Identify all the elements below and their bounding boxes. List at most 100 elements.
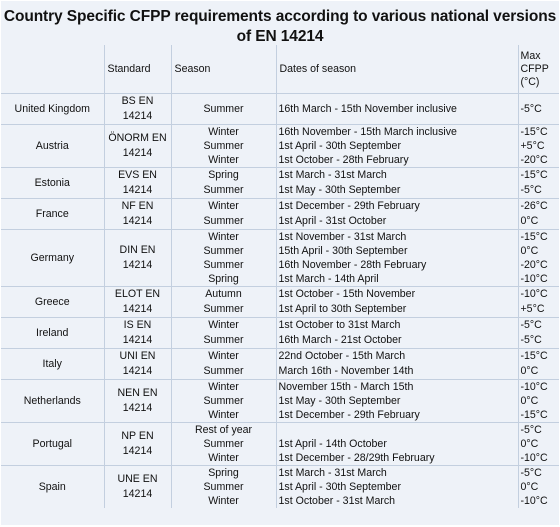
standard-cell: IS EN 14214 <box>104 317 172 349</box>
header-standard: Standard <box>104 45 172 94</box>
country-cell: Estonia <box>1 167 105 199</box>
table-row: Summer 16th March - 21st October -5°C <box>1 333 559 349</box>
season-cell: Rest of year <box>171 422 277 437</box>
max-cfpp-cell: +5°C <box>520 139 545 152</box>
season-cell: Summer <box>171 258 277 272</box>
max-cfpp-cell: -5°C <box>518 93 559 125</box>
dates-cell: November 15th - March 15th <box>276 379 519 394</box>
country-cell: Netherlands <box>1 379 105 423</box>
max-cfpp-cell: -5°C <box>518 317 559 333</box>
header-row: Standard Season Dates of season Max CFPP(… <box>1 45 559 94</box>
standard-cell: ELOT EN 14214 <box>104 286 172 318</box>
dates-cell: 1st March - 31st March <box>276 465 519 480</box>
country-cell: Spain <box>1 465 105 508</box>
dates-cell: 1st April to 30th September <box>276 302 519 318</box>
max-cfpp-cell: -15°C <box>518 124 559 139</box>
season-cell: Winter <box>171 153 277 168</box>
table-row: Estonia EVS EN 14214 Spring 1st March - … <box>1 167 559 199</box>
max-cfpp-cell: -5°C <box>518 465 559 480</box>
dates-cell: 1st April - 30th September <box>276 480 519 494</box>
max-cfpp-cell: 0°C <box>520 394 539 407</box>
season-cell: Autumn <box>171 286 277 302</box>
table-row: Summer 1st April - 14th October 0°C <box>1 437 559 451</box>
max-cfpp-cell: -5°C <box>520 334 542 346</box>
standard-cell: UNE EN 14214 <box>104 465 172 508</box>
table-row: Summer 15th April - 30th September 0°C <box>1 244 559 258</box>
country-cell: United Kingdom <box>1 93 105 125</box>
dates-cell: 1st April - 14th October <box>276 437 519 451</box>
season-cell: Summer <box>171 394 277 408</box>
header-dates: Dates of season <box>276 45 519 94</box>
dates-cell: 1st October - 15th November <box>276 286 519 302</box>
table-row: France NF EN 14214 Winter 1st December -… <box>1 198 559 230</box>
max-cfpp-cell: -15°C <box>518 229 559 244</box>
max-cfpp-cell: 0°C <box>520 244 539 257</box>
max-cfpp-cell: -10°C <box>520 272 548 285</box>
max-cfpp-cell: -15°C <box>518 167 559 183</box>
dates-cell: 22nd October - 15th March <box>276 348 519 364</box>
max-cfpp-cell: -10°C <box>520 494 548 507</box>
table-row: Portugal NP EN 14214 Rest of year -5°C <box>1 422 559 466</box>
country-cell: Ireland <box>1 317 105 349</box>
max-cfpp-cell: -10°C <box>520 451 548 464</box>
table-row: United Kingdom BS EN 14214 Summer 16th M… <box>1 93 559 125</box>
dates-cell: March 16th - November 14th <box>276 364 519 380</box>
season-cell: Spring <box>171 167 277 183</box>
table-row: Netherlands NEN EN 14214 Winter November… <box>1 379 559 423</box>
dates-cell: 1st December - 29th February <box>276 408 519 423</box>
table-row: Summer 1st April - 30th September +5°C <box>1 139 559 153</box>
country-cell: Italy <box>1 348 105 380</box>
country-cell: France <box>1 198 105 230</box>
dates-cell: 1st November - 31st March <box>276 229 519 244</box>
country-cell: Austria <box>1 124 105 168</box>
dates-cell: 16th November - 28th February <box>276 258 519 272</box>
cfpp-table: Standard Season Dates of season Max CFPP(… <box>1 45 559 508</box>
table-row: Greece ELOT EN 14214 Autumn 1st October … <box>1 286 559 318</box>
max-cfpp-cell: -20°C <box>520 258 548 271</box>
dates-cell: 16th March - 15th November inclusive <box>276 93 519 125</box>
table-row: Summer 1st May - 30th September 0°C <box>1 394 559 408</box>
max-cfpp-cell: 0°C <box>520 437 539 450</box>
season-cell: Summer <box>171 480 277 494</box>
season-cell: Summer <box>171 302 277 318</box>
season-cell: Winter <box>171 124 277 139</box>
table-row: Winter 1st December - 29th February -15°… <box>1 408 559 423</box>
table-row: Winter 1st December - 28/29th February -… <box>1 451 559 466</box>
dates-cell: 1st March - 31st March <box>276 167 519 183</box>
table-row: Summer 1st April - 31st October 0°C <box>1 214 559 230</box>
season-cell: Summer <box>171 214 277 230</box>
table-row: Ireland IS EN 14214 Winter 1st October t… <box>1 317 559 349</box>
table-row: Summer 1st May - 30th September -5°C <box>1 183 559 199</box>
table-row: Germany DIN EN 14214 Winter 1st November… <box>1 229 559 287</box>
header-max-line3: (°C) <box>520 75 540 88</box>
standard-cell: EVS EN 14214 <box>104 167 172 199</box>
standard-cell: NP EN 14214 <box>104 422 172 466</box>
dates-cell: 1st April - 30th September <box>276 139 519 153</box>
max-cfpp-cell: -15°C <box>520 408 548 421</box>
country-cell: Portugal <box>1 422 105 466</box>
table-row: Austria ÖNORM EN 14214 Winter 16th Novem… <box>1 124 559 168</box>
table-row: Winter 1st October - 28th February -20°C <box>1 153 559 168</box>
season-cell: Summer <box>171 333 277 349</box>
table-row: Italy UNI EN 14214 Winter 22nd October -… <box>1 348 559 380</box>
max-cfpp-cell: +5°C <box>520 303 545 315</box>
season-cell: Winter <box>171 451 277 466</box>
dates-cell: 1st March - 14th April <box>276 272 519 287</box>
table-row: Spring 1st March - 14th April -10°C <box>1 272 559 287</box>
standard-cell: UNI EN 14214 <box>104 348 172 380</box>
standard-cell: ÖNORM EN 14214 <box>104 124 172 168</box>
dates-cell: 16th March - 21st October <box>276 333 519 349</box>
table-row: Summer 16th November - 28th February -20… <box>1 258 559 272</box>
dates-cell: 1st December - 29th February <box>276 198 519 214</box>
season-cell: Winter <box>171 198 277 214</box>
dates-cell: 1st December - 28/29th February <box>276 451 519 466</box>
header-max-cfpp: Max CFPP (°C) <box>518 45 559 94</box>
dates-cell <box>276 422 519 437</box>
dates-cell: 1st October - 31st March <box>276 494 519 508</box>
standard-cell: BS EN 14214 <box>104 93 172 125</box>
max-cfpp-cell: -20°C <box>520 153 548 166</box>
season-cell: Winter <box>171 229 277 244</box>
max-cfpp-cell: -5°C <box>520 184 542 196</box>
dates-cell: 15th April - 30th September <box>276 244 519 258</box>
max-cfpp-cell: -26°C <box>518 198 559 214</box>
